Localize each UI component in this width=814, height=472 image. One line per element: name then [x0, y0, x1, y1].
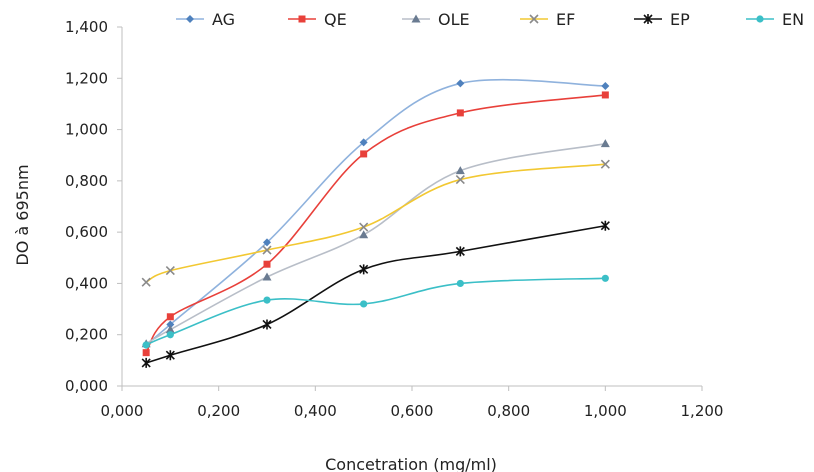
data-point-ag: [263, 238, 271, 247]
data-point-ep: [359, 264, 369, 275]
data-point-ef: [359, 222, 369, 232]
y-axis-title: DO à 695nm: [13, 164, 32, 265]
data-point-ep: [600, 220, 610, 231]
x-tick-label: 0,000: [101, 402, 144, 420]
legend-item-en: EN: [746, 10, 804, 29]
series-ag: [142, 78, 610, 349]
data-point-ef: [141, 277, 151, 287]
data-point-qe: [601, 91, 609, 99]
x-tick-label: 0,800: [487, 402, 530, 420]
y-tick-label: 1,000: [65, 121, 108, 139]
data-point-ep: [262, 319, 272, 330]
x-tick-label: 1,200: [681, 402, 724, 420]
data-point-ef: [455, 175, 465, 185]
y-tick-label: 0,600: [65, 223, 108, 241]
data-point-qe: [263, 260, 271, 268]
y-tick-label: 0,000: [65, 377, 108, 395]
series-ep: [141, 220, 610, 368]
y-tick-label: 0,200: [65, 326, 108, 344]
data-point-ag: [601, 81, 610, 90]
data-point-en: [166, 331, 174, 339]
x-tick-label: 0,600: [391, 402, 434, 420]
data-point-ole: [165, 325, 175, 334]
y-tick-label: 1,200: [65, 69, 108, 87]
data-point-en: [360, 300, 368, 308]
series-en: [142, 274, 609, 349]
y-tick-labels: 0,000 0,200 0,400 0,600 0,800 1,000 1,200 1,400: [65, 18, 122, 395]
data-point-en: [263, 296, 271, 304]
legend-marker-ep: [643, 14, 653, 24]
legend-item-ag: AG: [176, 10, 235, 29]
legend-label-ef: EF: [556, 10, 575, 29]
legend-marker-qe: [298, 15, 306, 23]
series-group: [141, 78, 610, 368]
data-point-ag: [166, 320, 175, 329]
series-ef: [141, 159, 610, 287]
x-axis-title: Concetration (mg/ml): [325, 455, 497, 472]
series-line-qe: [145, 94, 606, 354]
data-point-ef: [600, 159, 610, 169]
data-point-ole: [600, 139, 610, 148]
legend-label-ag: AG: [212, 10, 235, 29]
y-tick-label: 1,400: [65, 18, 108, 36]
legend-label-qe: QE: [324, 10, 347, 29]
legend-marker-ag: [186, 15, 194, 23]
data-point-en: [142, 341, 150, 349]
series-ole: [141, 139, 610, 348]
data-point-qe: [166, 313, 174, 321]
x-tick-label: 1,000: [584, 402, 627, 420]
legend-marker-en: [756, 15, 764, 23]
legend-label-en: EN: [782, 10, 804, 29]
series-line-ole: [145, 142, 606, 345]
data-point-qe: [456, 109, 464, 117]
x-tick-label: 0,200: [197, 402, 240, 420]
legend-item-qe: QE: [288, 10, 347, 29]
data-point-ole: [359, 230, 369, 239]
data-point-ep: [165, 350, 175, 361]
data-point-ag: [456, 79, 465, 88]
legend-marker-ef: [529, 14, 539, 24]
data-point-ef: [165, 266, 175, 276]
y-tick-label: 0,800: [65, 172, 108, 190]
x-tick-label: 0,400: [294, 402, 337, 420]
legend-item-ole: OLE: [402, 10, 470, 29]
data-point-en: [456, 279, 464, 288]
data-point-ole: [455, 166, 465, 175]
legend-label-ole: OLE: [438, 10, 470, 29]
data-point-ep: [455, 246, 465, 257]
legend-label-ep: EP: [670, 10, 690, 29]
data-point-en: [601, 274, 609, 282]
x-tick-labels: 0,000 0,200 0,400 0,600 0,800 1,000 1,200: [101, 386, 724, 420]
data-point-ag: [359, 138, 368, 147]
y-tick-label: 0,400: [65, 274, 108, 292]
legend-marker-ole: [411, 14, 421, 23]
data-point-qe: [142, 349, 150, 357]
data-point-ole: [262, 272, 272, 281]
series-qe: [142, 91, 609, 357]
axes: [121, 27, 702, 387]
data-point-ef: [262, 245, 272, 255]
legend-item-ep: EP: [634, 10, 690, 29]
legend: AG QE OLE EF EP EN: [176, 10, 804, 29]
data-point-qe: [360, 150, 368, 158]
legend-item-ef: EF: [520, 10, 575, 29]
data-point-ep: [141, 357, 151, 368]
